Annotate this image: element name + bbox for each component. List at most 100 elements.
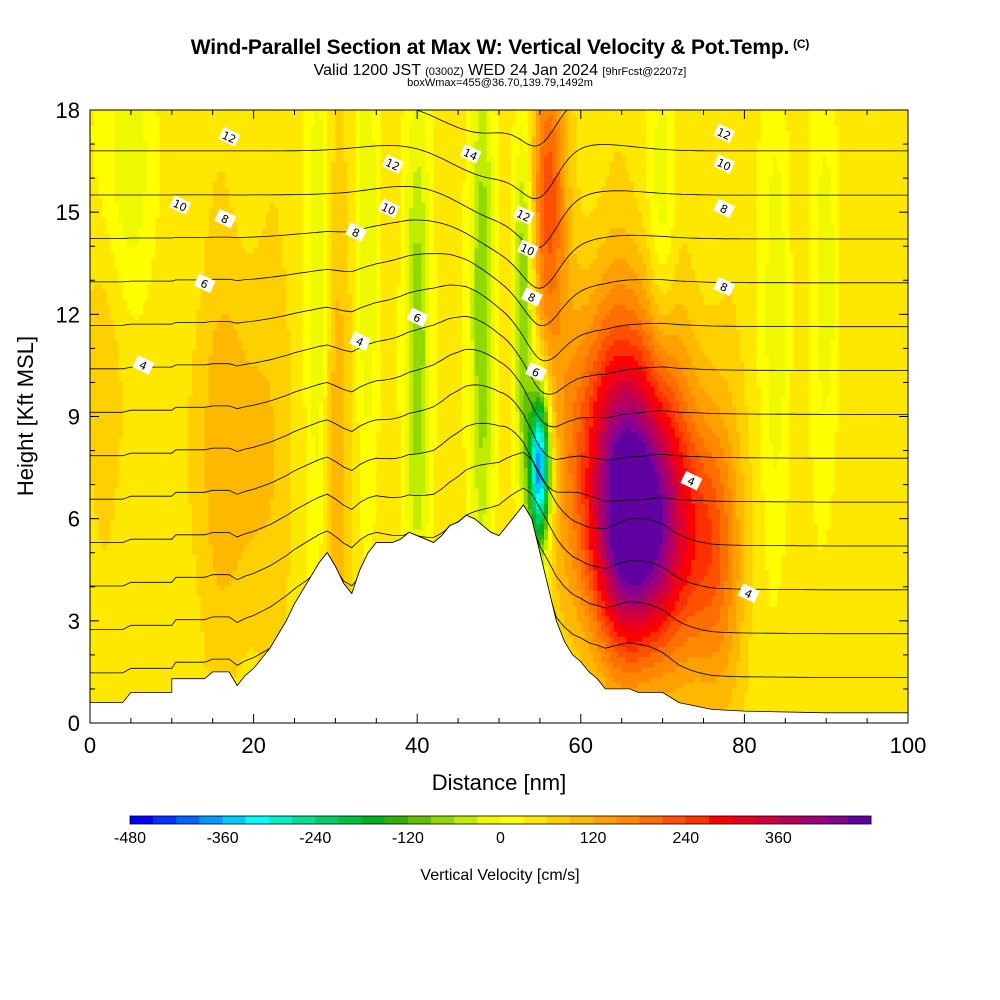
field-cell: [134, 467, 140, 474]
field-cell: [188, 166, 193, 172]
field-cell: [253, 452, 259, 458]
field-cell: [110, 518, 116, 525]
field-cell: [102, 339, 107, 346]
field-cell: [151, 232, 157, 239]
field-cell: [163, 217, 169, 223]
field-cell: [237, 186, 242, 193]
field-cell: [139, 610, 144, 617]
field-cell: [130, 641, 136, 647]
field-cell: [151, 533, 157, 540]
field-cell: [200, 329, 206, 336]
field-cell: [134, 140, 140, 147]
field-cell: [163, 380, 169, 387]
field-cell: [216, 140, 222, 147]
field-cell: [220, 411, 226, 418]
field-cell: [237, 319, 242, 326]
field-cell: [253, 196, 259, 203]
field-cell: [143, 155, 148, 162]
field-cell: [122, 625, 128, 632]
field-cell: [114, 600, 120, 607]
field-cell: [130, 462, 136, 469]
field-cell: [212, 253, 218, 259]
field-cell: [200, 222, 206, 229]
field-cell: [175, 355, 181, 361]
field-cell: [175, 498, 181, 504]
field-cell: [118, 273, 124, 280]
field-cell: [167, 273, 173, 280]
field-cell: [94, 396, 99, 402]
field-cell: [249, 411, 255, 418]
field-cell: [94, 181, 99, 188]
field-cell: [147, 462, 152, 469]
field-cell: [159, 615, 165, 622]
field-cell: [147, 247, 152, 254]
field-cell: [237, 462, 242, 469]
field-cell: [179, 242, 185, 249]
field-cell: [179, 212, 185, 218]
field-cell: [98, 319, 103, 326]
field-cell: [90, 488, 95, 494]
field-cell: [155, 467, 161, 474]
field-cell: [159, 421, 165, 428]
field-cell: [204, 620, 210, 627]
field-cell: [94, 600, 99, 607]
field-cell: [220, 288, 226, 295]
field-cell: [139, 457, 144, 464]
field-cell: [122, 396, 128, 402]
field-cell: [184, 508, 189, 515]
field-cell: [257, 615, 263, 622]
field-cell: [114, 161, 120, 167]
field-cell: [130, 436, 136, 443]
field-cell: [204, 309, 210, 315]
field-cell: [147, 293, 152, 300]
field-cell: [130, 227, 136, 234]
field-cell: [94, 212, 99, 218]
field-cell: [204, 135, 210, 142]
field-cell: [208, 145, 214, 152]
field-cell: [233, 605, 238, 612]
field-cell: [90, 135, 95, 142]
field-cell: [118, 682, 124, 688]
field-cell: [143, 304, 148, 310]
field-cell: [102, 344, 107, 351]
field-cell: [114, 692, 120, 699]
field-cell: [204, 503, 210, 510]
field-cell: [94, 140, 99, 147]
field-cell: [233, 171, 238, 178]
field-cell: [126, 503, 132, 510]
field-cell: [163, 370, 169, 377]
field-cell: [216, 666, 222, 673]
field-cell: [98, 145, 103, 152]
field-cell: [167, 125, 173, 132]
field-cell: [233, 227, 238, 234]
field-cell: [122, 299, 128, 305]
field-cell: [204, 631, 210, 637]
field-cell: [118, 186, 124, 193]
field-cell: [216, 222, 222, 229]
field-cell: [118, 344, 124, 351]
field-cell: [110, 191, 116, 198]
field-cell: [204, 181, 210, 188]
field-cell: [90, 360, 95, 367]
field-cell: [175, 125, 181, 132]
field-cell: [155, 687, 161, 693]
field-cell: [126, 171, 132, 178]
field-cell: [179, 125, 185, 132]
field-cell: [171, 350, 177, 356]
field-cell: [184, 595, 189, 601]
field-cell: [130, 155, 136, 162]
field-cell: [114, 385, 120, 392]
field-cell: [130, 145, 136, 152]
field-cell: [171, 411, 177, 418]
field-cell: [224, 299, 230, 305]
field-cell: [171, 253, 177, 259]
field-cell: [110, 457, 116, 464]
field-cell: [208, 498, 214, 504]
field-cell: [249, 518, 255, 525]
field-cell: [204, 488, 210, 494]
field-cell: [155, 666, 161, 673]
field-cell: [241, 493, 247, 499]
field-cell: [147, 661, 152, 668]
field-cell: [208, 615, 214, 622]
field-cell: [147, 518, 152, 525]
